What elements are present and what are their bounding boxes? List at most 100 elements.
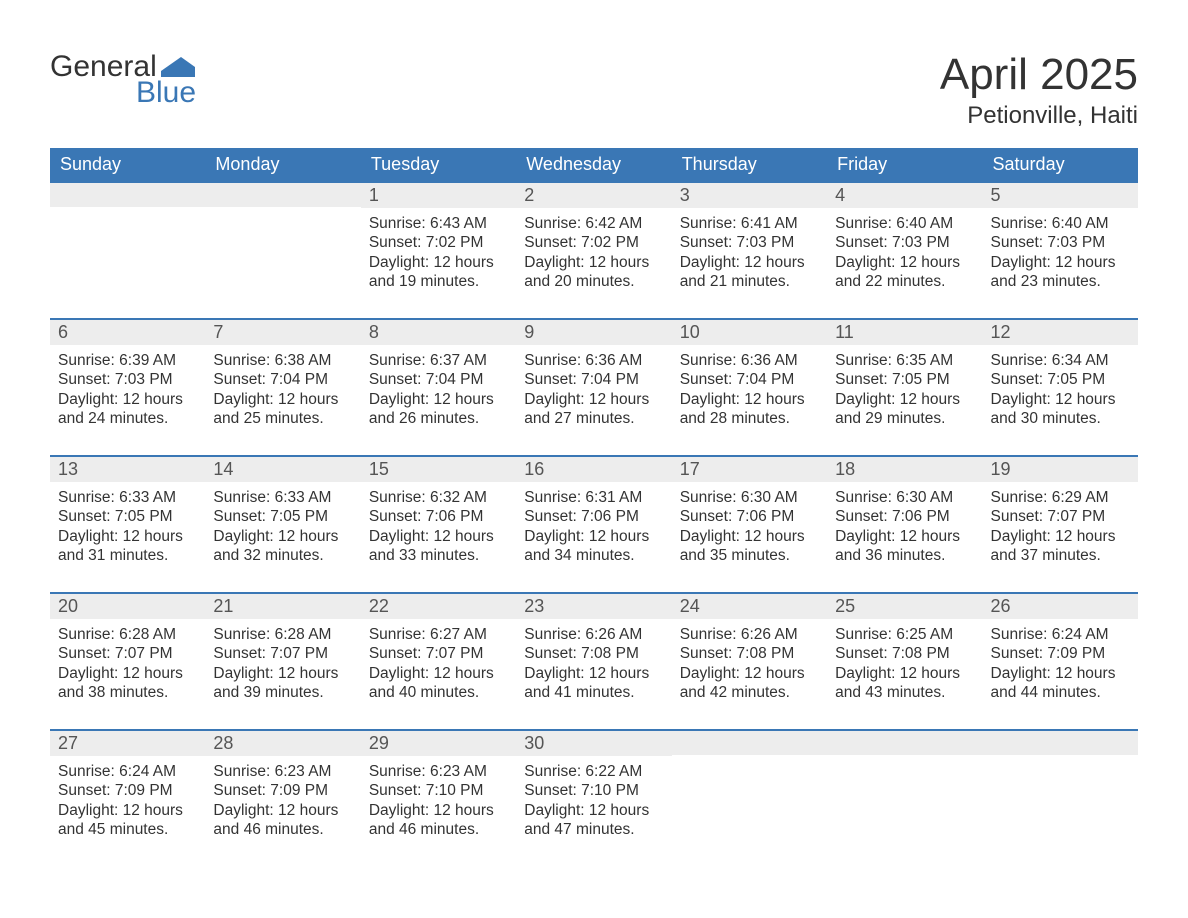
day-cell: 7Sunrise: 6:38 AMSunset: 7:04 PMDaylight… [205, 319, 360, 456]
daylight-line2: and 38 minutes. [58, 683, 197, 702]
daylight-line1: Daylight: 12 hours [213, 527, 352, 546]
day-number: 15 [361, 457, 516, 482]
day-content: Sunrise: 6:27 AMSunset: 7:07 PMDaylight:… [361, 619, 516, 729]
daylight-line1: Daylight: 12 hours [835, 253, 974, 272]
day-number: 11 [827, 320, 982, 345]
sunrise-line: Sunrise: 6:30 AM [835, 488, 974, 507]
day-cell [50, 182, 205, 319]
day-number: 21 [205, 594, 360, 619]
day-number: 18 [827, 457, 982, 482]
sunset-line: Sunset: 7:08 PM [524, 644, 663, 663]
daylight-line1: Daylight: 12 hours [835, 527, 974, 546]
day-cell: 30Sunrise: 6:22 AMSunset: 7:10 PMDayligh… [516, 730, 671, 866]
day-content: Sunrise: 6:30 AMSunset: 7:06 PMDaylight:… [672, 482, 827, 592]
day-number: 27 [50, 731, 205, 756]
day-number: 2 [516, 183, 671, 208]
day-content: Sunrise: 6:26 AMSunset: 7:08 PMDaylight:… [516, 619, 671, 729]
day-header: Sunday [50, 148, 205, 182]
day-cell: 1Sunrise: 6:43 AMSunset: 7:02 PMDaylight… [361, 182, 516, 319]
day-content: Sunrise: 6:28 AMSunset: 7:07 PMDaylight:… [50, 619, 205, 729]
day-content: Sunrise: 6:28 AMSunset: 7:07 PMDaylight:… [205, 619, 360, 729]
sunset-line: Sunset: 7:04 PM [680, 370, 819, 389]
daylight-line2: and 21 minutes. [680, 272, 819, 291]
day-cell: 28Sunrise: 6:23 AMSunset: 7:09 PMDayligh… [205, 730, 360, 866]
day-content: Sunrise: 6:26 AMSunset: 7:08 PMDaylight:… [672, 619, 827, 729]
day-number: 16 [516, 457, 671, 482]
daylight-line1: Daylight: 12 hours [680, 527, 819, 546]
calendar-body: 1Sunrise: 6:43 AMSunset: 7:02 PMDaylight… [50, 182, 1138, 866]
day-cell: 25Sunrise: 6:25 AMSunset: 7:08 PMDayligh… [827, 593, 982, 730]
day-cell: 2Sunrise: 6:42 AMSunset: 7:02 PMDaylight… [516, 182, 671, 319]
day-cell: 24Sunrise: 6:26 AMSunset: 7:08 PMDayligh… [672, 593, 827, 730]
sunrise-line: Sunrise: 6:41 AM [680, 214, 819, 233]
sunset-line: Sunset: 7:06 PM [369, 507, 508, 526]
day-cell [983, 730, 1138, 866]
sunrise-line: Sunrise: 6:26 AM [524, 625, 663, 644]
day-number: 8 [361, 320, 516, 345]
day-cell: 29Sunrise: 6:23 AMSunset: 7:10 PMDayligh… [361, 730, 516, 866]
daylight-line1: Daylight: 12 hours [680, 253, 819, 272]
daylight-line1: Daylight: 12 hours [524, 390, 663, 409]
sunrise-line: Sunrise: 6:24 AM [58, 762, 197, 781]
sunrise-line: Sunrise: 6:34 AM [991, 351, 1130, 370]
day-content: Sunrise: 6:43 AMSunset: 7:02 PMDaylight:… [361, 208, 516, 318]
day-number: 28 [205, 731, 360, 756]
sunset-line: Sunset: 7:04 PM [524, 370, 663, 389]
day-number: 29 [361, 731, 516, 756]
sunset-line: Sunset: 7:08 PM [680, 644, 819, 663]
sunrise-line: Sunrise: 6:36 AM [680, 351, 819, 370]
day-cell: 3Sunrise: 6:41 AMSunset: 7:03 PMDaylight… [672, 182, 827, 319]
day-content: Sunrise: 6:24 AMSunset: 7:09 PMDaylight:… [50, 756, 205, 866]
sunset-line: Sunset: 7:07 PM [369, 644, 508, 663]
day-cell [672, 730, 827, 866]
day-number: 7 [205, 320, 360, 345]
daylight-line1: Daylight: 12 hours [524, 664, 663, 683]
day-content [205, 207, 360, 317]
daylight-line1: Daylight: 12 hours [369, 527, 508, 546]
day-number [827, 731, 982, 755]
day-number [672, 731, 827, 755]
day-content: Sunrise: 6:37 AMSunset: 7:04 PMDaylight:… [361, 345, 516, 455]
daylight-line2: and 46 minutes. [213, 820, 352, 839]
sunset-line: Sunset: 7:06 PM [835, 507, 974, 526]
sunset-line: Sunset: 7:03 PM [58, 370, 197, 389]
sunrise-line: Sunrise: 6:35 AM [835, 351, 974, 370]
day-cell: 8Sunrise: 6:37 AMSunset: 7:04 PMDaylight… [361, 319, 516, 456]
sunrise-line: Sunrise: 6:23 AM [369, 762, 508, 781]
daylight-line1: Daylight: 12 hours [58, 664, 197, 683]
logo-text-blue: Blue [50, 76, 196, 110]
day-header: Tuesday [361, 148, 516, 182]
daylight-line1: Daylight: 12 hours [991, 253, 1130, 272]
daylight-line2: and 24 minutes. [58, 409, 197, 428]
day-header: Wednesday [516, 148, 671, 182]
sunrise-line: Sunrise: 6:33 AM [58, 488, 197, 507]
sunset-line: Sunset: 7:03 PM [835, 233, 974, 252]
daylight-line1: Daylight: 12 hours [58, 390, 197, 409]
sunset-line: Sunset: 7:06 PM [680, 507, 819, 526]
day-number: 4 [827, 183, 982, 208]
day-cell: 13Sunrise: 6:33 AMSunset: 7:05 PMDayligh… [50, 456, 205, 593]
daylight-line2: and 27 minutes. [524, 409, 663, 428]
week-row: 27Sunrise: 6:24 AMSunset: 7:09 PMDayligh… [50, 730, 1138, 866]
day-number: 19 [983, 457, 1138, 482]
daylight-line1: Daylight: 12 hours [835, 664, 974, 683]
day-content: Sunrise: 6:39 AMSunset: 7:03 PMDaylight:… [50, 345, 205, 455]
sunrise-line: Sunrise: 6:31 AM [524, 488, 663, 507]
daylight-line1: Daylight: 12 hours [213, 664, 352, 683]
day-cell: 21Sunrise: 6:28 AMSunset: 7:07 PMDayligh… [205, 593, 360, 730]
day-content: Sunrise: 6:38 AMSunset: 7:04 PMDaylight:… [205, 345, 360, 455]
day-content: Sunrise: 6:40 AMSunset: 7:03 PMDaylight:… [983, 208, 1138, 318]
sunset-line: Sunset: 7:09 PM [58, 781, 197, 800]
sunrise-line: Sunrise: 6:26 AM [680, 625, 819, 644]
day-number: 3 [672, 183, 827, 208]
sunrise-line: Sunrise: 6:43 AM [369, 214, 508, 233]
daylight-line1: Daylight: 12 hours [213, 390, 352, 409]
sunrise-line: Sunrise: 6:40 AM [991, 214, 1130, 233]
day-number: 12 [983, 320, 1138, 345]
daylight-line1: Daylight: 12 hours [369, 801, 508, 820]
daylight-line2: and 35 minutes. [680, 546, 819, 565]
day-content [983, 755, 1138, 865]
sunrise-line: Sunrise: 6:37 AM [369, 351, 508, 370]
day-number: 9 [516, 320, 671, 345]
daylight-line1: Daylight: 12 hours [680, 664, 819, 683]
